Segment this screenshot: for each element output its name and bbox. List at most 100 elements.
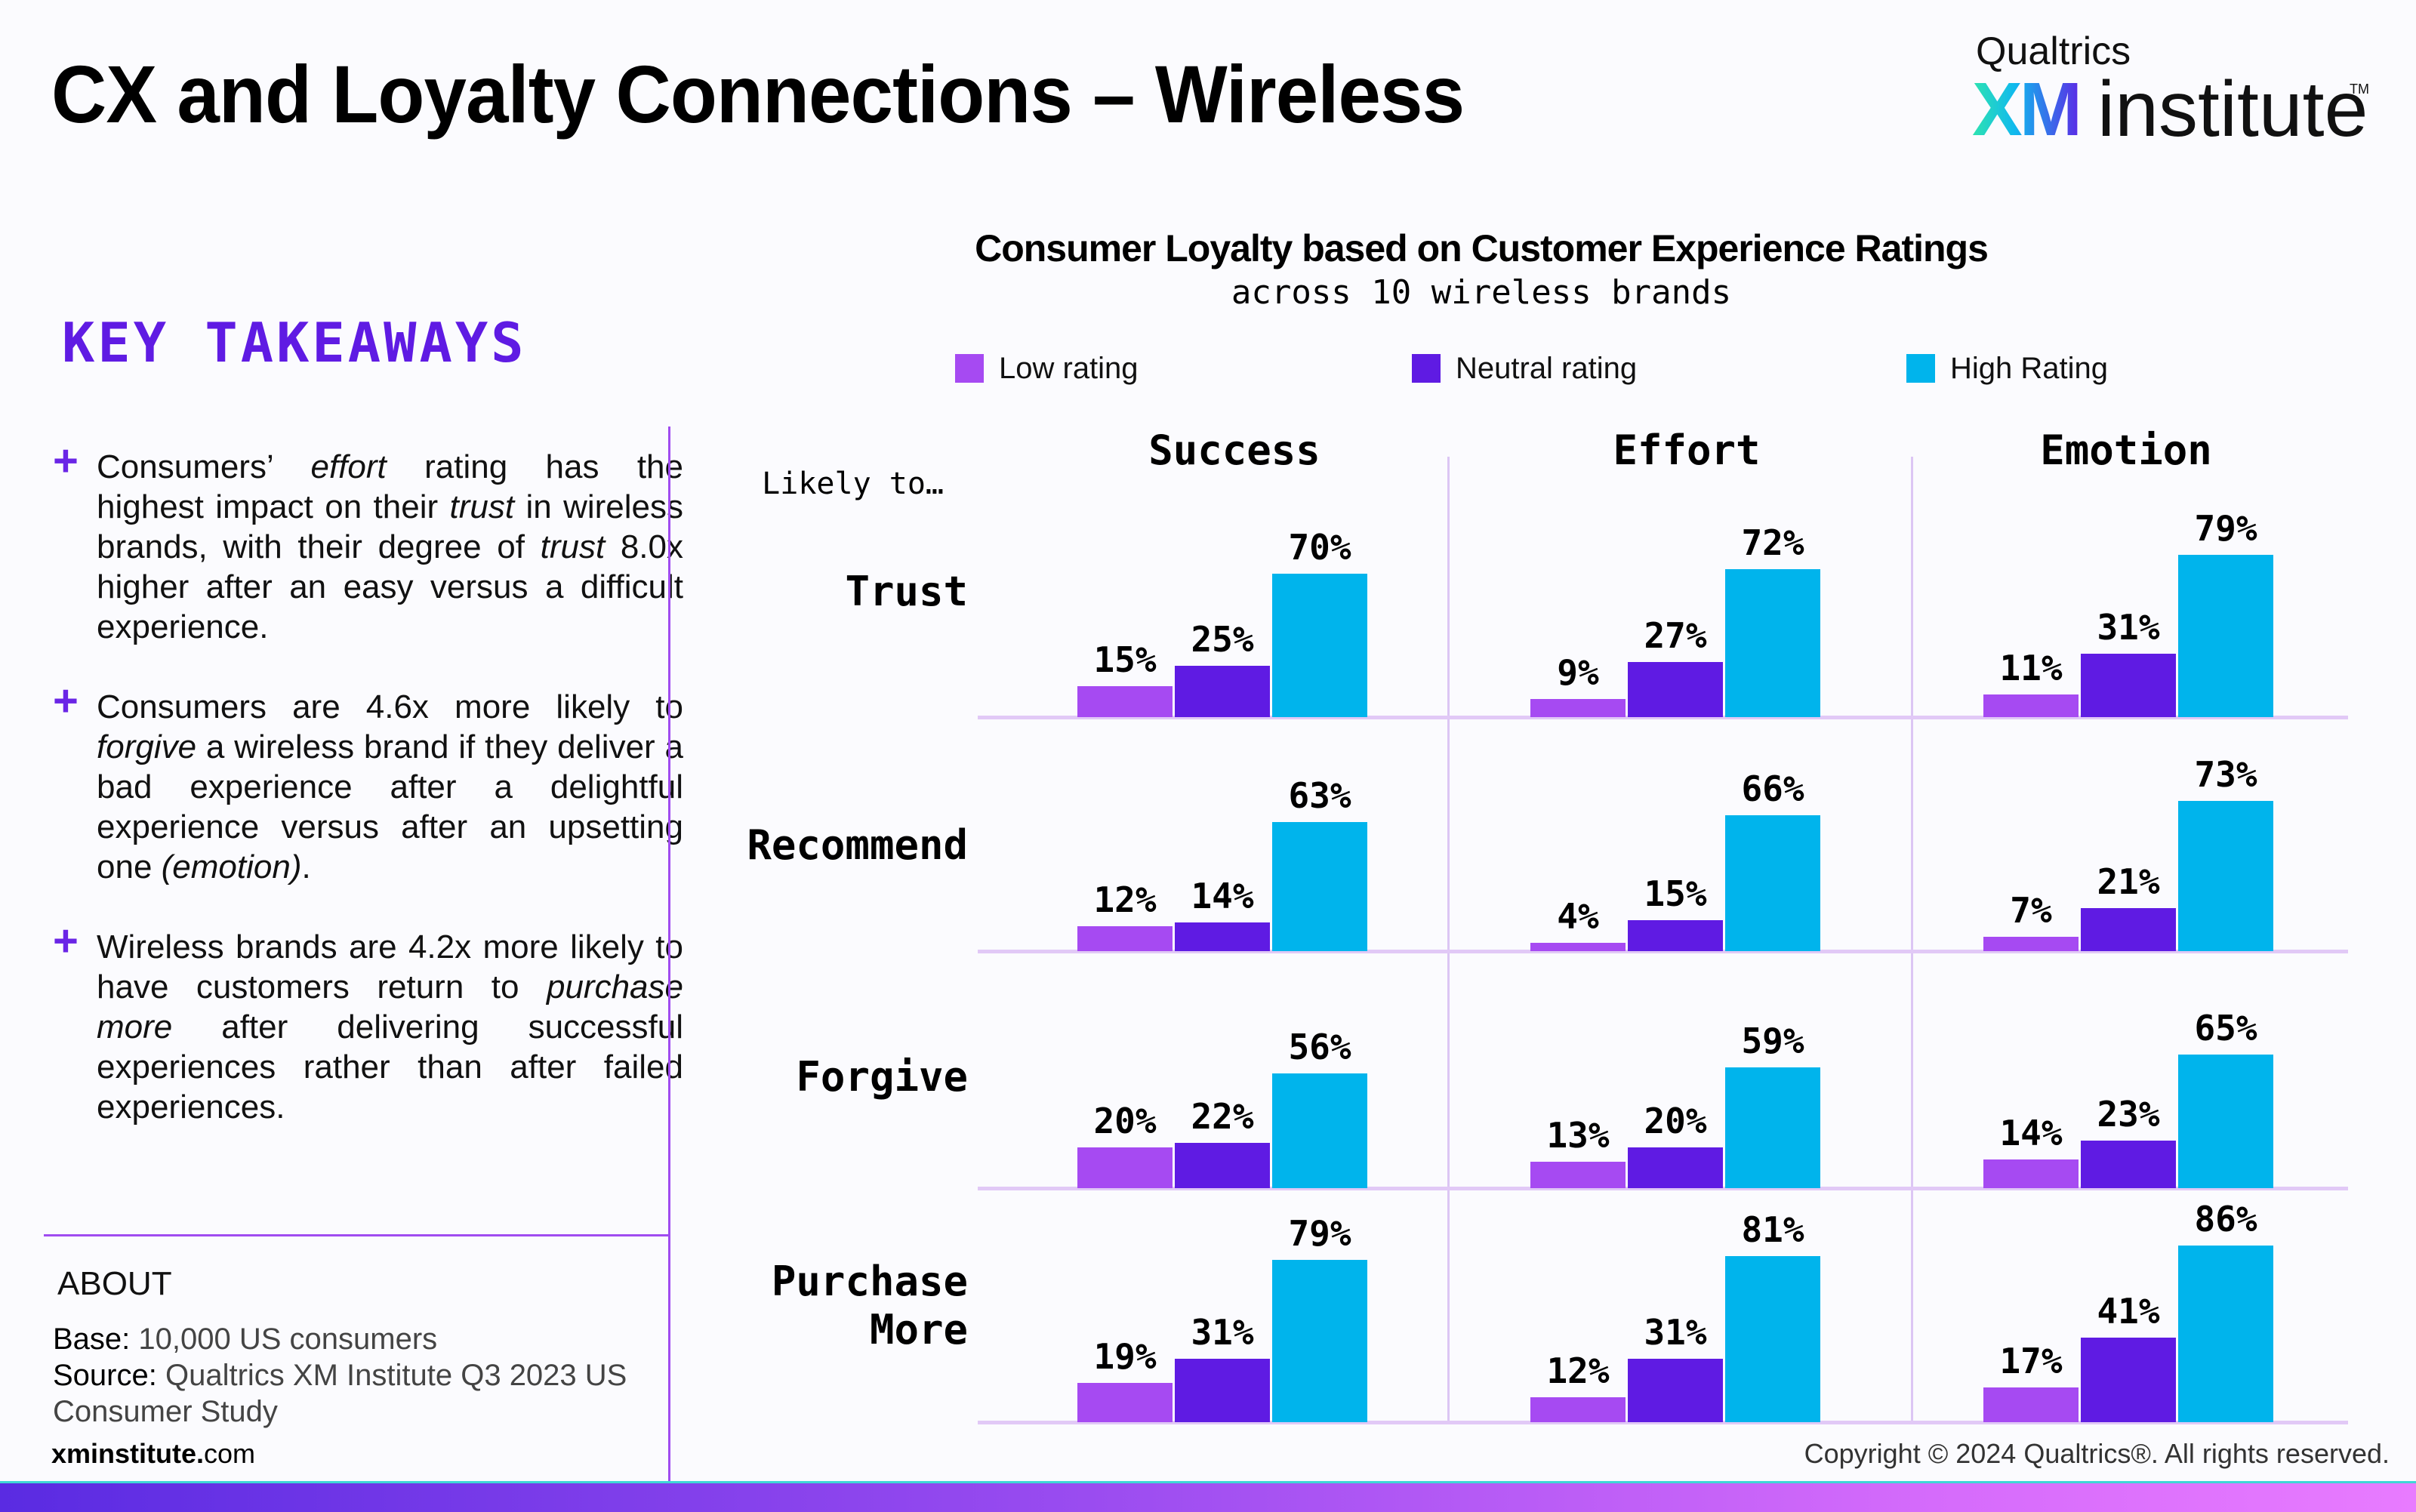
bar-high [2178, 1055, 2273, 1188]
bar-neutral [1628, 661, 1723, 717]
source-label: Source: [53, 1359, 157, 1392]
bar-neutral [2081, 1338, 2176, 1422]
chart-title: Consumer Loyalty based on Customer Exper… [975, 227, 1989, 269]
data-label: 13% [1546, 1114, 1610, 1156]
bar-low [1530, 698, 1626, 717]
about-divider [44, 1234, 670, 1236]
legend-item-neutral: Neutral rating [1412, 352, 1637, 385]
logo-trademark: TM [2350, 82, 2369, 97]
data-label: 66% [1741, 768, 1804, 810]
site-bold: xminstitute. [51, 1438, 205, 1469]
bottom-gradient-bar [0, 1481, 2416, 1512]
key-takeaways-heading: KEY TAKEAWAYS [62, 311, 527, 374]
source-value: Qualtrics XM Institute Q3 2023 US [165, 1359, 627, 1392]
takeaway-text: Consumers’ effort rating has the highest… [97, 448, 683, 645]
data-label: 19% [1093, 1336, 1157, 1378]
page-title: CX and Loyalty Connections – Wireless [51, 48, 1465, 140]
legend-item-high: High Rating [1906, 352, 2108, 385]
data-label: 25% [1191, 619, 1254, 660]
baseline [978, 950, 2348, 953]
column-divider [1447, 457, 1450, 1423]
row-label-purchase-more: Purchase [771, 1258, 968, 1305]
bar-neutral [1175, 666, 1270, 717]
data-label: 73% [2194, 754, 2257, 796]
data-label: 79% [1288, 1213, 1351, 1255]
bar-neutral [1628, 1147, 1723, 1188]
legend-label-neutral: Neutral rating [1456, 351, 1638, 385]
data-label: 14% [1191, 875, 1254, 916]
about-source: Source: Qualtrics XM Institute Q3 2023 U… [53, 1359, 627, 1393]
bar-low [1077, 1147, 1173, 1188]
bar-low [1077, 1383, 1173, 1422]
data-label: 31% [2097, 606, 2160, 648]
data-label: 11% [1999, 648, 2063, 689]
data-label: 7% [2010, 889, 2052, 931]
data-label: 12% [1546, 1350, 1610, 1392]
row-label-recommend: Recommend [747, 821, 968, 869]
baseline [978, 1187, 2348, 1190]
bar-low [1077, 926, 1173, 951]
plus-icon: + [53, 676, 79, 725]
data-label: 23% [2097, 1094, 2160, 1135]
bar-neutral [1628, 920, 1723, 951]
bar-high [1272, 1073, 1367, 1188]
row-label-trust: Trust [845, 568, 968, 615]
bar-neutral [1175, 1143, 1270, 1188]
row-label-forgive: Forgive [796, 1053, 968, 1101]
logo-qualtrics-text: Qualtrics [1976, 29, 2131, 73]
logo-xm-text: XM [1972, 67, 2082, 152]
data-label: 15% [1644, 873, 1707, 915]
bar-low [1983, 1387, 2079, 1422]
data-label: 56% [1288, 1026, 1351, 1067]
column-header-success: Success [1148, 427, 1320, 474]
data-label: 31% [1644, 1311, 1707, 1353]
row-label-purchase-more: More [869, 1306, 968, 1353]
plus-icon: + [53, 916, 79, 965]
data-label: 4% [1557, 896, 1599, 938]
bar-neutral [2081, 653, 2176, 717]
legend-swatch-low [955, 354, 984, 383]
bar-high [2178, 1246, 2273, 1422]
plus-icon: + [53, 436, 79, 485]
data-label: 31% [1191, 1311, 1254, 1353]
data-label: 20% [1093, 1100, 1157, 1141]
data-label: 14% [1999, 1112, 2063, 1153]
logo-institute-text: institute [2097, 66, 2368, 153]
legend-label-high: High Rating [1950, 351, 2109, 385]
data-label: 81% [1741, 1209, 1804, 1250]
about-heading: ABOUT [57, 1265, 172, 1302]
panel-divider [668, 427, 670, 1481]
about-source-cont: Consumer Study [53, 1395, 278, 1428]
bar-low [1983, 694, 2079, 717]
bar-high [2178, 801, 2273, 951]
data-label: 41% [2097, 1291, 2160, 1332]
bar-high [2178, 555, 2273, 717]
legend-swatch-high [1906, 354, 1935, 383]
bar-neutral [2081, 1141, 2176, 1188]
bar-neutral [2081, 907, 2176, 951]
copyright: Copyright © 2024 Qualtrics®. All rights … [1804, 1438, 2390, 1469]
bar-high [1272, 1260, 1367, 1422]
data-label: 65% [2194, 1008, 2257, 1049]
bar-high [1272, 573, 1367, 717]
base-value: 10,000 US consumers [138, 1323, 438, 1356]
column-header-emotion: Emotion [2040, 427, 2212, 474]
base-label: Base: [53, 1323, 131, 1356]
bar-low [1077, 686, 1173, 717]
takeaway-text: Wireless brands are 4.2x more likely to … [97, 928, 683, 1126]
bar-high [1725, 815, 1820, 951]
column-divider [1911, 457, 1913, 1423]
bar-low [1983, 936, 2079, 951]
data-label: 17% [1999, 1340, 2063, 1381]
legend-swatch-neutral [1412, 354, 1441, 383]
data-label: 21% [2097, 861, 2160, 902]
data-label: 9% [1557, 651, 1599, 693]
bar-high [1725, 569, 1820, 717]
bar-neutral [1175, 1358, 1270, 1422]
data-label: 22% [1191, 1096, 1254, 1138]
legend-label-low: Low rating [999, 351, 1139, 385]
site-link[interactable]: xminstitute.com [51, 1438, 255, 1470]
bar-neutral [1628, 1358, 1723, 1422]
data-label: 15% [1093, 639, 1157, 681]
baseline [978, 716, 2348, 719]
